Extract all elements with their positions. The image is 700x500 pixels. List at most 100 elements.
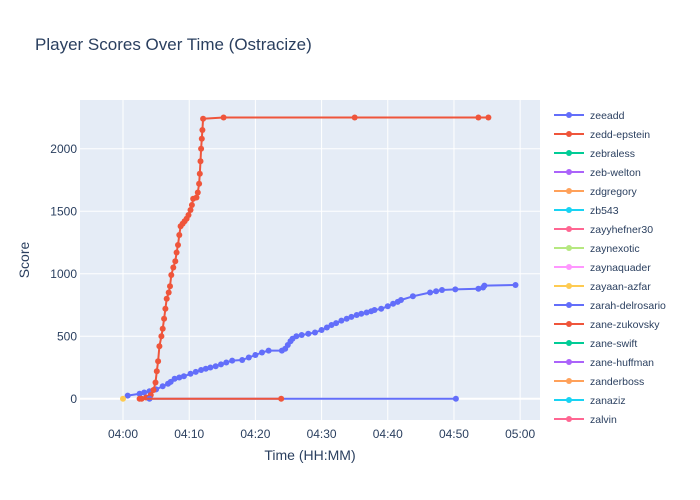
data-point[interactable] [168,272,175,278]
data-point[interactable] [371,307,378,313]
data-point[interactable] [158,333,165,340]
data-point[interactable] [338,317,345,324]
data-point[interactable] [343,315,350,322]
data-point[interactable] [180,373,187,380]
data-point[interactable] [167,283,173,290]
data-point[interactable] [173,249,180,256]
data-point[interactable] [318,327,325,333]
legend-item-zeb-welton[interactable]: zeb-welton [554,167,641,179]
data-point[interactable] [481,282,488,289]
data-point[interactable] [485,114,492,121]
legend-item-zebraless[interactable]: zebraless [554,148,635,160]
data-point[interactable] [165,289,172,296]
data-point[interactable] [427,289,434,296]
data-point[interactable] [278,395,285,402]
data-point[interactable] [155,358,162,365]
legend-item-zaynexotic[interactable]: zaynexotic [554,243,640,255]
data-point[interactable] [198,145,205,152]
data-point[interactable] [156,343,163,350]
data-point[interactable] [218,361,224,368]
data-point[interactable] [192,368,199,375]
data-point[interactable] [136,390,143,397]
data-point[interactable] [162,305,169,312]
data-point[interactable] [198,367,205,373]
data-point[interactable] [252,352,259,358]
data-point[interactable] [298,332,305,338]
series-zedd-epstein[interactable] [136,114,492,402]
data-point[interactable] [187,370,194,377]
data-point[interactable] [305,330,312,337]
data-point[interactable] [124,392,131,399]
data-point[interactable] [152,379,159,386]
data-point[interactable] [212,363,219,370]
data-point[interactable] [229,357,236,364]
data-point[interactable] [163,295,170,302]
data-point[interactable] [245,354,252,361]
series-zane-zukovsky[interactable] [138,395,285,402]
data-point[interactable] [475,114,482,121]
data-point[interactable] [433,288,440,295]
data-point[interactable] [138,395,145,402]
legend-item-zane-zukovsky[interactable]: zane-zukovsky [554,319,660,331]
data-point[interactable] [159,325,166,332]
data-point[interactable] [188,202,195,208]
data-point[interactable] [202,365,209,372]
data-point[interactable] [198,135,205,142]
data-point[interactable] [199,127,206,133]
data-point[interactable] [439,287,445,293]
data-point[interactable] [196,170,203,177]
data-point[interactable] [153,368,160,375]
data-point[interactable] [358,310,365,317]
legend-item-zalvin[interactable]: zalvin [554,414,617,426]
data-point[interactable] [172,258,179,265]
data-point[interactable] [207,364,214,371]
legend-item-zanderboss[interactable]: zanderboss [554,376,644,388]
legend-item-zanaziz[interactable]: zanaziz [554,395,626,407]
legend-item-zane-huffman[interactable]: zane-huffman [554,357,654,369]
data-point[interactable] [475,285,482,292]
data-point[interactable] [197,158,204,165]
data-point[interactable] [196,180,203,187]
data-point[interactable] [409,293,416,300]
data-point[interactable] [378,305,385,312]
legend-item-zayyhefner30[interactable]: zayyhefner30 [554,224,653,236]
data-point[interactable] [398,297,404,303]
legend-item-zeeadd[interactable]: zeeadd [554,110,625,122]
data-point[interactable] [384,303,391,310]
legend-item-zaynaquader[interactable]: zaynaquader [554,262,651,274]
data-point[interactable] [220,114,227,121]
data-point[interactable] [259,349,265,356]
data-point[interactable] [171,375,178,382]
data-point[interactable] [323,324,330,331]
legend-item-zedd-epstein[interactable]: zedd-epstein [554,129,650,141]
data-point[interactable] [150,387,157,393]
data-point[interactable] [223,359,230,366]
data-point[interactable] [353,312,360,318]
data-point[interactable] [293,333,300,340]
legend-item-zarah-delrosario[interactable]: zarah-delrosario [554,300,666,312]
legend-item-zane-swift[interactable]: zane-swift [554,338,637,350]
data-point[interactable] [200,115,207,122]
data-point[interactable] [333,320,340,327]
data-point[interactable] [176,374,183,381]
data-point[interactable] [141,389,148,396]
legend[interactable]: zeeadd zedd-epstein zebraless zeb-welton zdg… [554,110,666,426]
series-zayaan-azfar[interactable] [120,395,126,402]
legend-item-zb543[interactable]: zb543 [554,205,619,217]
data-point[interactable] [185,212,192,218]
data-point[interactable] [239,357,246,363]
data-point[interactable] [452,286,459,293]
data-point[interactable] [390,300,397,307]
data-point[interactable] [175,242,181,248]
legend-item-zdgregory[interactable]: zdgregory [554,186,637,198]
data-point[interactable] [512,282,519,288]
data-point[interactable] [187,207,194,213]
data-point[interactable] [452,395,459,402]
data-point[interactable] [194,189,201,196]
data-point[interactable] [328,322,335,328]
data-point[interactable] [159,383,166,390]
data-point[interactable] [176,232,183,238]
data-point[interactable] [120,395,126,402]
legend-item-zayaan-azfar[interactable]: zayaan-azfar [554,281,651,293]
data-point[interactable] [170,264,177,271]
